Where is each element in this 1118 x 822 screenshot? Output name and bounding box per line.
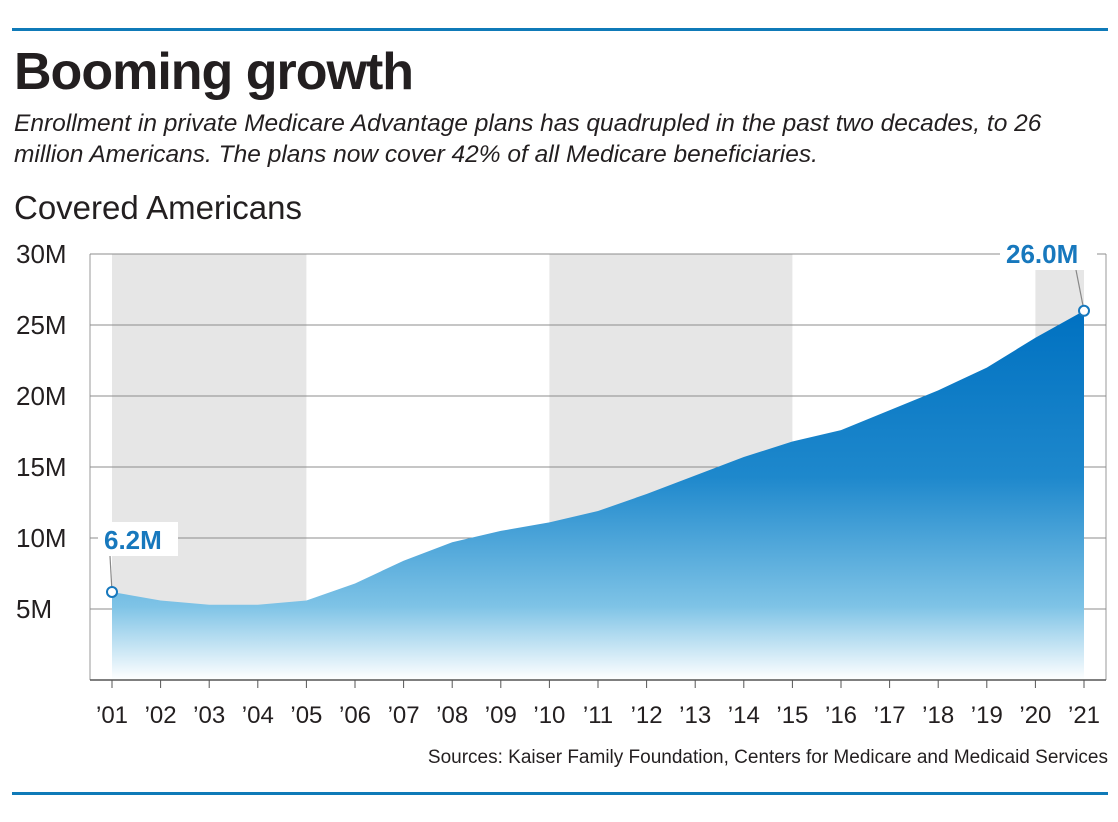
y-tick-label: 10M	[16, 523, 67, 553]
source-note: Sources: Kaiser Family Foundation, Cente…	[427, 747, 1108, 768]
x-tick-label: ’19	[971, 702, 1003, 729]
x-tick-label: ’11	[583, 702, 613, 729]
x-tick-label: ’13	[679, 702, 711, 729]
x-tick-label: ’20	[1019, 702, 1051, 729]
annotation-label-box	[98, 522, 178, 556]
bottom-rule	[12, 792, 1108, 795]
enrollment-area	[112, 310, 1084, 680]
chart-subtitle: Enrollment in private Medicare Advantage…	[14, 110, 1042, 168]
x-tick-label: ’09	[485, 702, 517, 729]
x-tick-label: ’10	[533, 702, 565, 729]
y-tick-label: 30M	[16, 239, 67, 269]
y-tick-label: 25M	[16, 310, 67, 340]
x-tick-label: ’02	[145, 702, 177, 729]
x-tick-label: ’06	[339, 702, 371, 729]
y-tick-label: 20M	[16, 381, 67, 411]
y-tick-label: 15M	[16, 452, 67, 482]
annotation-marker	[106, 585, 118, 598]
top-rule	[12, 28, 1108, 31]
x-tick-label: ’12	[631, 702, 663, 729]
x-tick-label: ’03	[193, 702, 225, 729]
y-axis-title: Covered Americans	[14, 189, 302, 226]
annotation-label: 26.0M	[1006, 239, 1078, 269]
x-tick-label: ’14	[728, 702, 760, 729]
annotation-leader-line	[109, 555, 113, 592]
x-tick-label: ’07	[388, 702, 420, 729]
annotation-label: 6.2M	[104, 525, 162, 555]
x-tick-label: ’05	[290, 702, 322, 729]
annotation-marker	[1078, 304, 1090, 317]
x-tick-label: ’16	[825, 702, 857, 729]
x-tick-label: ’01	[96, 702, 128, 729]
annotation-label-box	[1000, 236, 1097, 270]
x-tick-label: ’08	[436, 702, 468, 729]
x-tick-label: ’18	[922, 702, 954, 729]
x-tick-label: ’15	[776, 702, 808, 729]
x-tick-label: ’04	[242, 702, 274, 729]
chart-title: Booming growth	[14, 43, 414, 101]
x-tick-label: ’17	[874, 702, 906, 729]
x-tick-label: ’21	[1068, 702, 1100, 729]
y-tick-label: 5M	[16, 594, 52, 624]
annotation-leader-line	[1075, 269, 1085, 311]
